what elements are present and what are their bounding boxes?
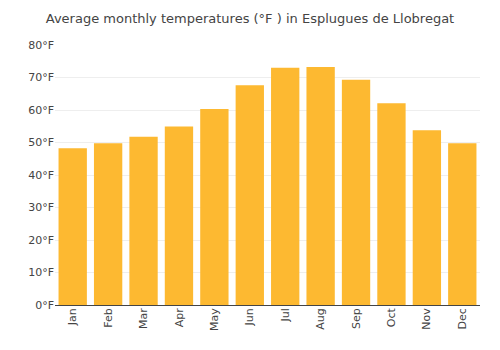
svg-text:Average monthly temperatures (: Average monthly temperatures (°F ) in Es… — [46, 11, 454, 26]
svg-text:0°F: 0°F — [35, 299, 54, 312]
svg-text:Nov: Nov — [420, 308, 433, 330]
svg-text:70°F: 70°F — [28, 71, 54, 84]
svg-text:Aug: Aug — [314, 308, 327, 329]
svg-text:Oct: Oct — [385, 308, 398, 328]
svg-text:30°F: 30°F — [28, 201, 54, 214]
svg-text:80°F: 80°F — [28, 39, 54, 52]
svg-text:May: May — [208, 308, 221, 331]
svg-text:Jun: Jun — [243, 308, 256, 326]
svg-text:60°F: 60°F — [28, 104, 54, 117]
svg-text:Jul: Jul — [279, 308, 292, 322]
svg-text:Dec: Dec — [456, 308, 469, 329]
svg-text:10°F: 10°F — [28, 266, 54, 279]
svg-text:50°F: 50°F — [28, 136, 54, 149]
svg-text:Jan: Jan — [66, 308, 79, 326]
svg-text:Sep: Sep — [350, 308, 363, 329]
svg-text:Apr: Apr — [173, 308, 186, 328]
svg-text:Mar: Mar — [137, 308, 150, 329]
svg-text:40°F: 40°F — [28, 169, 54, 182]
svg-text:Feb: Feb — [102, 308, 115, 327]
svg-text:20°F: 20°F — [28, 234, 54, 247]
